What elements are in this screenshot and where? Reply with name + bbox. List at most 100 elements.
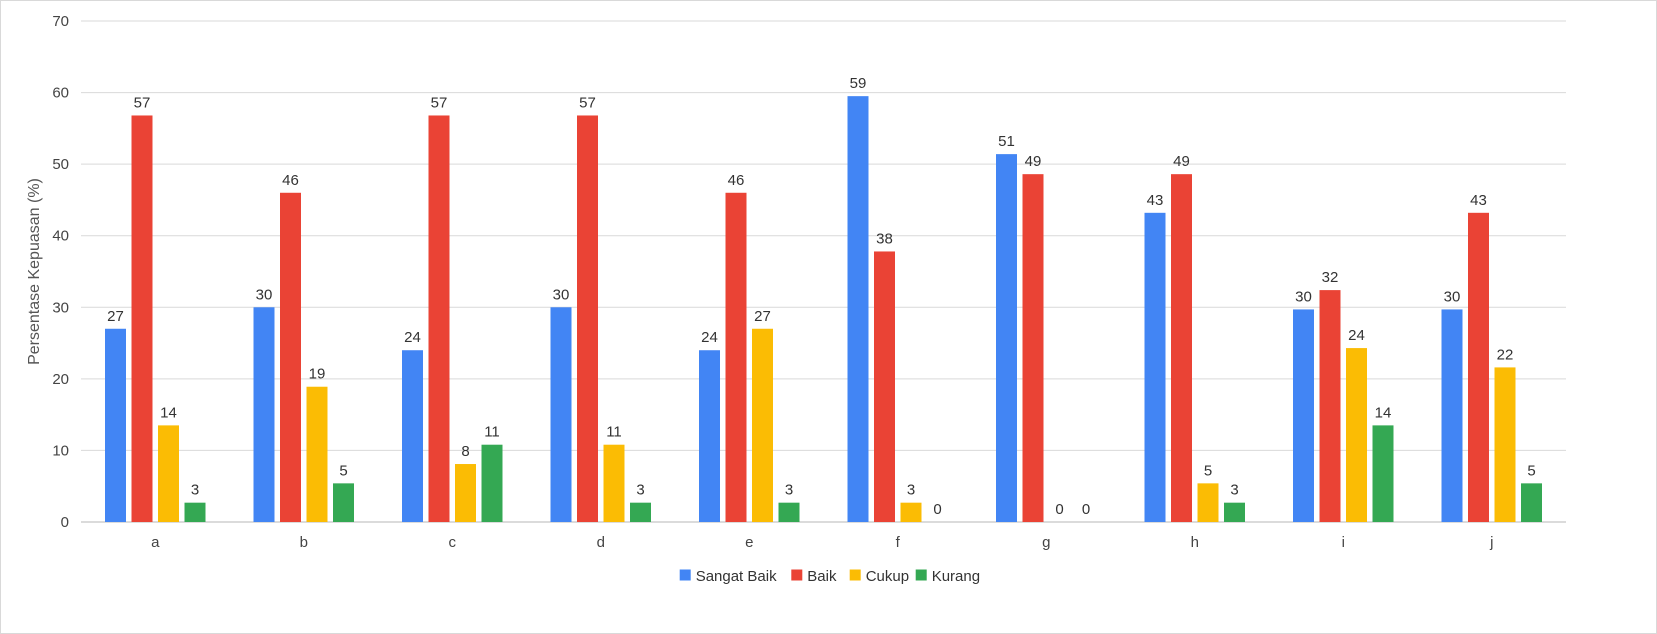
data-label: 22 (1497, 346, 1514, 363)
bar (778, 502, 800, 522)
bar (158, 425, 179, 522)
bar (1197, 483, 1219, 522)
data-label: 24 (404, 329, 421, 346)
x-tick-label: g (1042, 534, 1050, 551)
data-label: 3 (785, 482, 793, 499)
data-label: 14 (160, 404, 177, 421)
legend-label: Kurang (932, 568, 980, 585)
data-label: 24 (1348, 327, 1365, 344)
bar (1224, 502, 1245, 522)
data-label: 43 (1470, 192, 1487, 209)
data-label: 49 (1173, 153, 1190, 170)
bar (1319, 290, 1341, 522)
bar (1346, 348, 1367, 522)
data-label: 57 (579, 94, 596, 111)
y-tick-label: 20 (52, 371, 69, 388)
data-label: 51 (998, 133, 1015, 150)
legend-swatch (915, 569, 927, 581)
bar (996, 154, 1017, 522)
data-label: 5 (1204, 462, 1212, 479)
data-label: 27 (107, 308, 124, 325)
y-tick-label: 30 (52, 299, 69, 316)
bar (550, 307, 572, 522)
bar (900, 502, 922, 522)
legend-swatch (679, 569, 691, 581)
bar (402, 350, 423, 522)
data-label: 59 (850, 75, 867, 92)
bar (455, 464, 476, 522)
bar (428, 115, 450, 522)
data-label: 43 (1147, 192, 1164, 209)
bar (1293, 309, 1314, 522)
data-label: 0 (1082, 501, 1090, 518)
bar (752, 328, 773, 522)
data-label: 30 (553, 286, 570, 303)
data-label: 46 (282, 172, 299, 189)
data-label: 3 (1230, 482, 1238, 499)
x-tick-label: e (745, 534, 753, 551)
bar (577, 115, 598, 522)
x-tick-label: b (300, 534, 308, 551)
y-tick-label: 50 (52, 156, 69, 173)
legend-label: Sangat Baik (696, 568, 777, 585)
data-label: 32 (1322, 269, 1339, 286)
data-label: 19 (309, 366, 326, 383)
bar (847, 96, 869, 523)
x-tick-label: i (1342, 534, 1345, 551)
data-label: 3 (191, 482, 199, 499)
bar (280, 192, 301, 522)
bar (131, 115, 153, 522)
data-label: 3 (636, 482, 644, 499)
data-label: 30 (1295, 288, 1312, 305)
data-label: 11 (484, 424, 500, 441)
data-label: 5 (1527, 462, 1535, 479)
legend-swatch (849, 569, 861, 581)
bar (603, 444, 625, 522)
y-tick-label: 70 (52, 13, 69, 30)
bar (1468, 212, 1489, 522)
y-tick-label: 10 (52, 442, 69, 459)
x-tick-label: d (597, 534, 605, 551)
legend-swatch (791, 569, 803, 581)
y-axis-title: Persentase Kepuasan (%) (26, 178, 43, 365)
bar (1171, 174, 1192, 523)
y-tick-label: 40 (52, 228, 69, 245)
bar (184, 502, 206, 522)
data-label: 57 (431, 94, 448, 111)
bar (1022, 174, 1044, 523)
x-tick-label: c (449, 534, 457, 551)
bar (630, 502, 651, 522)
bar (1372, 425, 1394, 522)
data-label: 57 (134, 94, 151, 111)
data-label: 24 (701, 329, 718, 346)
data-label: 14 (1375, 404, 1392, 421)
bar (253, 307, 275, 522)
bar (481, 444, 503, 522)
bar (1494, 367, 1516, 522)
bar (105, 328, 126, 522)
y-tick-label: 60 (52, 85, 69, 102)
bar (874, 251, 895, 522)
data-label: 46 (728, 172, 745, 189)
x-tick-label: j (1489, 534, 1493, 551)
x-tick-label: f (896, 534, 901, 551)
data-label: 0 (933, 501, 941, 518)
bar (1441, 309, 1463, 522)
legend-label: Cukup (866, 568, 909, 585)
bar (306, 386, 328, 522)
data-label: 8 (461, 443, 469, 460)
data-label: 5 (339, 462, 347, 479)
legend-label: Baik (807, 568, 837, 585)
data-label: 11 (606, 424, 622, 441)
data-label: 38 (876, 230, 893, 247)
bar (725, 192, 747, 522)
bar (1144, 212, 1166, 522)
data-label: 27 (754, 308, 771, 325)
bar (333, 483, 354, 522)
data-label: 49 (1025, 153, 1042, 170)
x-tick-label: h (1191, 534, 1199, 551)
y-tick-label: 0 (61, 514, 69, 531)
x-tick-label: a (151, 534, 160, 551)
data-label: 30 (256, 286, 273, 303)
